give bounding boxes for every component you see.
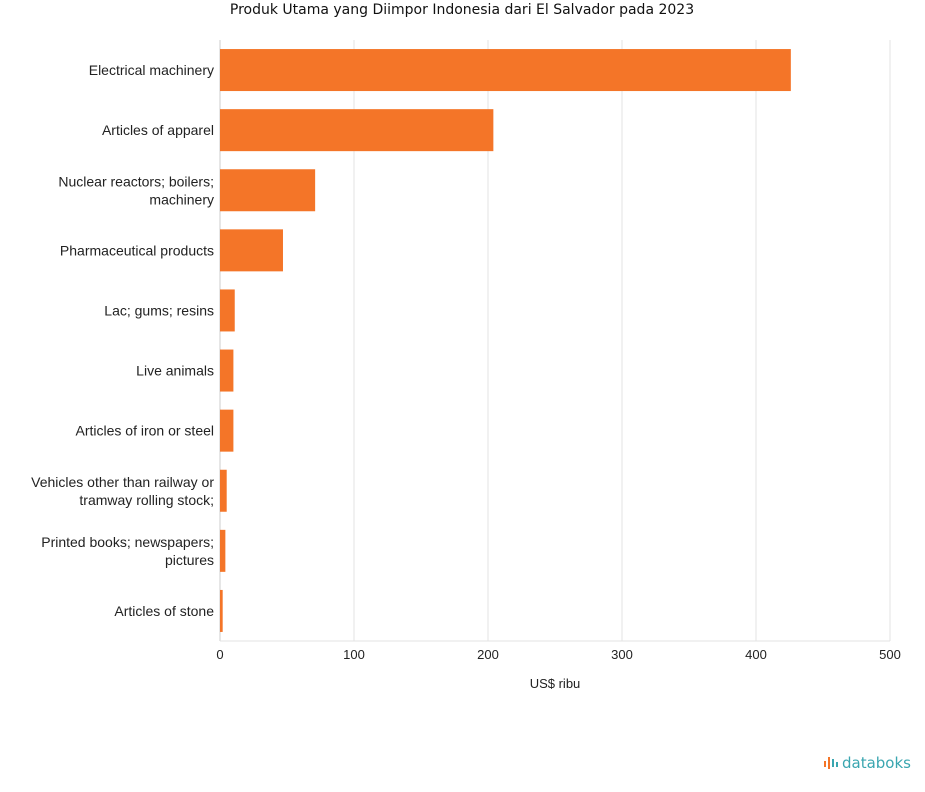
category-label: Nuclear reactors; boilers; — [58, 173, 214, 189]
bar — [220, 289, 235, 332]
category-label: Electrical machinery — [89, 62, 214, 78]
databoks-logo-icon — [824, 757, 838, 769]
category-label: Live animals — [136, 363, 214, 379]
category-label: machinery — [149, 191, 214, 207]
category-label: Articles of iron or steel — [76, 423, 215, 439]
bar — [220, 409, 234, 452]
category-label: Articles of stone — [114, 603, 214, 619]
bar — [220, 229, 283, 272]
category-label: Pharmaceutical products — [60, 242, 214, 258]
bar — [220, 529, 226, 572]
x-tick-label: 300 — [611, 647, 633, 662]
x-tick-label: 200 — [477, 647, 499, 662]
bar — [220, 349, 234, 392]
bar — [220, 469, 227, 512]
category-labels: Electrical machinery Articles of apparel N… — [31, 62, 214, 619]
bar — [220, 109, 494, 152]
bar — [220, 169, 316, 212]
x-tick-label: 0 — [216, 647, 223, 662]
x-tick-label: 100 — [343, 647, 365, 662]
category-label: Lac; gums; resins — [104, 302, 214, 318]
x-axis-ticks: 0 100 200 300 400 500 — [216, 647, 900, 662]
category-label: tramway rolling stock; — [79, 492, 214, 508]
category-label: pictures — [165, 552, 214, 568]
brand-name: databoks — [842, 754, 911, 772]
category-label: Printed books; newspapers; — [41, 534, 214, 550]
bar — [220, 589, 223, 632]
x-axis-label: US$ ribu — [530, 676, 581, 691]
bars — [220, 49, 791, 632]
category-label: Articles of apparel — [102, 122, 214, 138]
x-tick-label: 400 — [745, 647, 767, 662]
bar — [220, 49, 791, 92]
brand-logo: databoks — [823, 754, 911, 772]
category-label: Vehicles other than railway or — [31, 474, 214, 490]
x-tick-label: 500 — [879, 647, 901, 662]
chart-title: Produk Utama yang Diimpor Indonesia dari… — [230, 2, 694, 18]
